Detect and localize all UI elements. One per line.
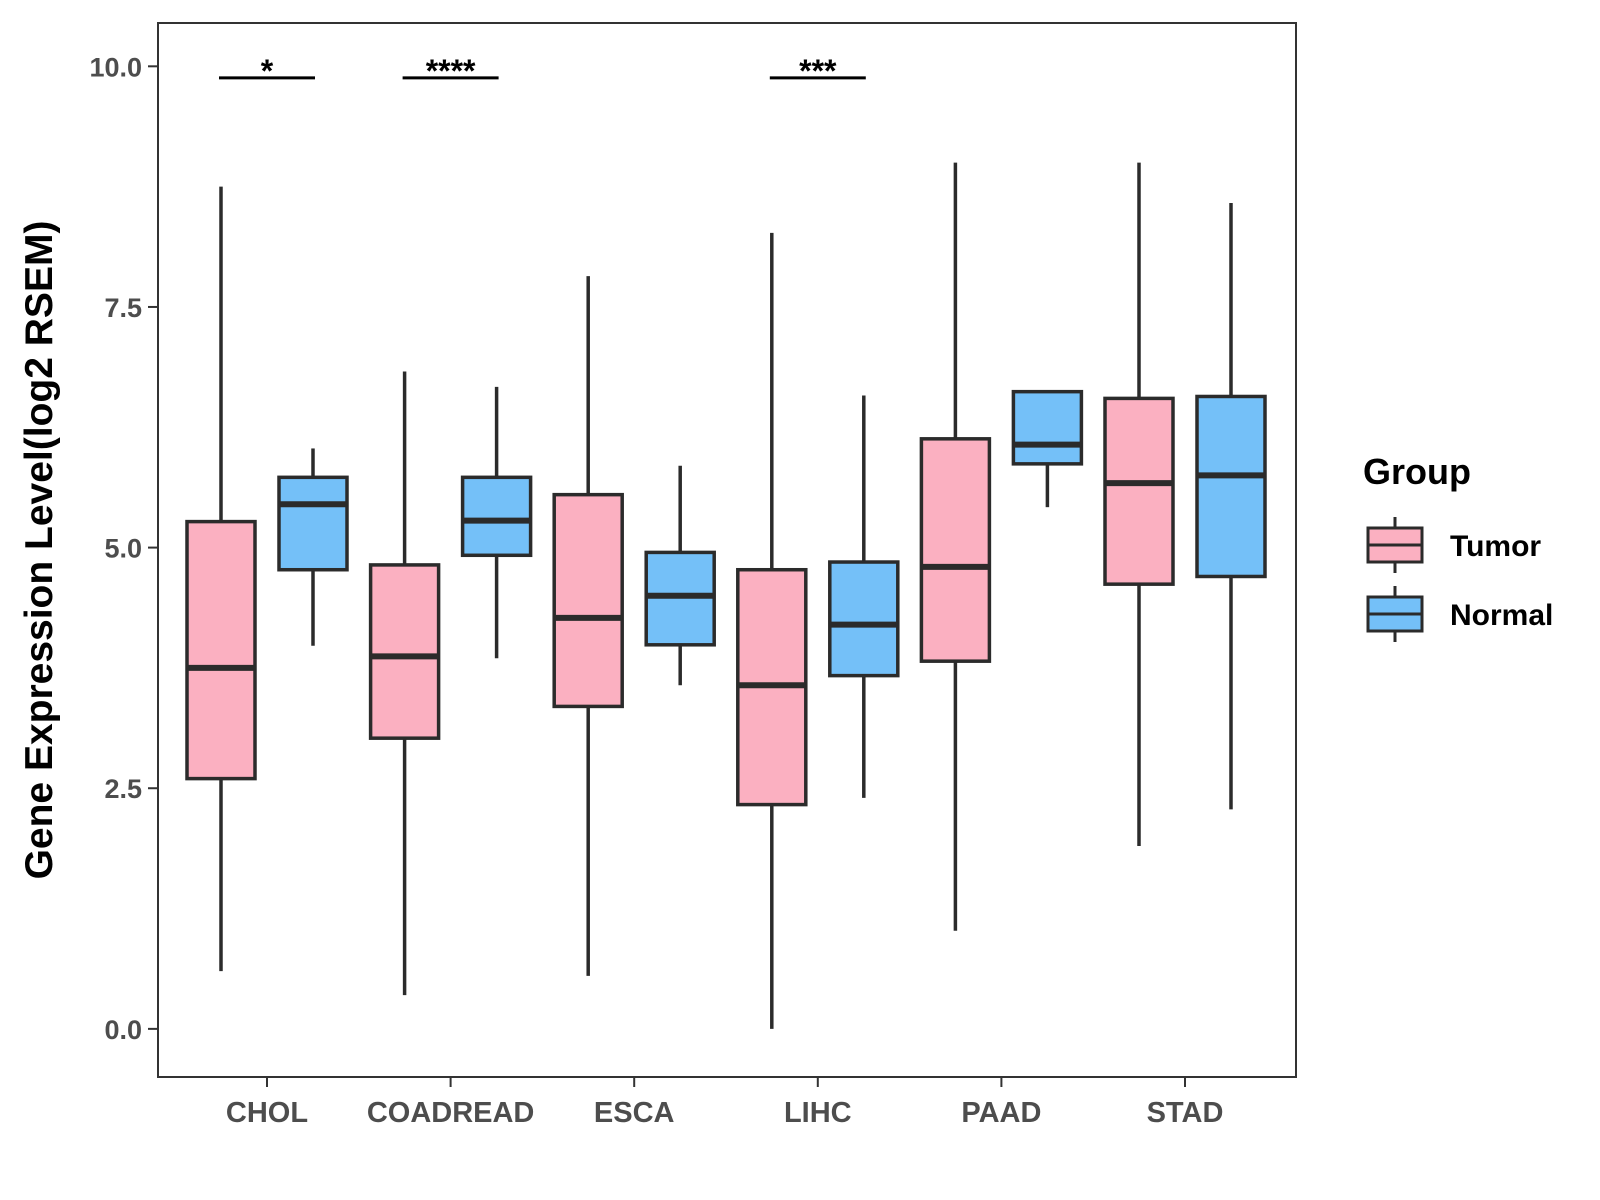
box-tumor-esca: [552, 276, 624, 976]
legend-title: Group: [1363, 451, 1471, 492]
x-tick-label-stad: STAD: [1147, 1097, 1224, 1129]
box-body: [277, 475, 349, 572]
y-tick-label: 0.0: [104, 1015, 142, 1045]
box-tumor-lihc: [736, 232, 808, 1029]
legend-label-normal: Normal: [1450, 599, 1553, 632]
box-normal-lihc: [828, 395, 900, 798]
y-tick-label: 7.5: [104, 293, 142, 323]
plot-panel-border: [157, 22, 1297, 1078]
significance-lihc: ***: [769, 53, 866, 89]
box-body: [368, 563, 441, 740]
box-body: [828, 560, 900, 678]
significance-label: ***: [799, 53, 837, 89]
box-body: [1103, 396, 1175, 586]
legend-item-normal: Normal: [1366, 586, 1553, 642]
box-body: [1195, 394, 1267, 579]
box-tumor-coadread: [368, 371, 441, 996]
box-body: [1011, 389, 1084, 466]
y-axis-title: Gene Expression Level(log2 RSEM): [18, 221, 61, 880]
x-tick-label-paad: PAAD: [961, 1097, 1041, 1129]
significance-coadread: ****: [402, 53, 499, 89]
x-tick-label-coadread: COADREAD: [367, 1097, 535, 1129]
box-tumor-paad: [919, 162, 992, 931]
y-tick-label: 10.0: [89, 52, 142, 82]
x-axis: CHOL COADREAD ESCA LIHC PAAD STAD: [226, 1077, 1223, 1129]
legend-label-tumor: Tumor: [1450, 530, 1541, 563]
legend-item-tumor: Tumor: [1366, 517, 1541, 573]
box-normal-paad: [1011, 389, 1084, 508]
significance-annotations: * **** ***: [219, 53, 866, 89]
legend: Group Tumor Normal: [1363, 451, 1553, 642]
box-tumor-stad: [1103, 162, 1175, 846]
box-tumor-chol: [185, 186, 257, 972]
significance-label: ****: [426, 53, 476, 89]
box-normal-chol: [277, 448, 349, 646]
significance-chol: *: [219, 53, 315, 89]
x-tick-label-lihc: LIHC: [784, 1097, 852, 1129]
box-normal-esca: [644, 465, 716, 686]
box-body: [460, 475, 533, 558]
y-tick-label: 5.0: [104, 534, 142, 564]
plot-area: [185, 162, 1267, 1029]
box-normal-stad: [1195, 202, 1267, 810]
x-tick-label-esca: ESCA: [594, 1097, 675, 1129]
box-body: [919, 437, 992, 663]
box-body: [552, 492, 624, 709]
y-axis: 0.0 2.5 5.0 7.5 10.0: [89, 52, 158, 1045]
x-tick-label-chol: CHOL: [226, 1097, 308, 1129]
significance-label: *: [261, 53, 274, 89]
box-body: [185, 519, 257, 781]
y-tick-label: 2.5: [104, 774, 142, 804]
box-normal-coadread: [460, 386, 533, 659]
